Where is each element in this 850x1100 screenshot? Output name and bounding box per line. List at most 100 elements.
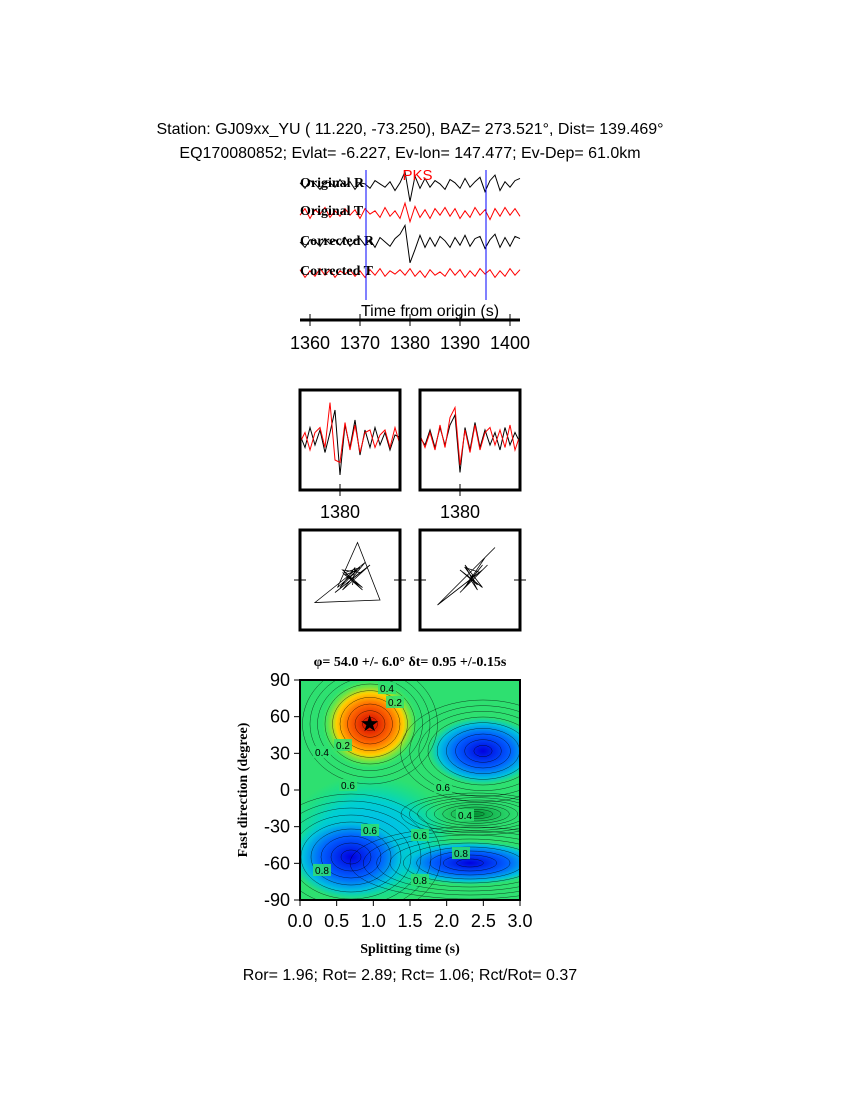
- contour-line: [418, 711, 520, 791]
- contour-line: [409, 795, 520, 833]
- y-tick-label: 0: [280, 780, 290, 800]
- map-region: [395, 841, 520, 885]
- contour-line: [473, 745, 493, 757]
- contour-line: [425, 799, 520, 829]
- contour-line: [330, 842, 372, 872]
- x-tick-label: 1.5: [397, 911, 422, 931]
- particle-motion: [437, 547, 496, 606]
- y-axis-label: Fast direction (degree): [236, 722, 251, 857]
- contour-label: 0.6: [413, 831, 427, 842]
- x-tick-label: 1.0: [361, 911, 386, 931]
- contour-line: [437, 722, 520, 780]
- trace: [299, 223, 521, 263]
- contour-line: [310, 828, 392, 886]
- contour-line: [455, 733, 511, 769]
- trace: [299, 170, 521, 202]
- contour-label-bg: [361, 824, 379, 836]
- trace: [299, 201, 521, 224]
- contour-label-bg: [411, 829, 429, 841]
- particle-motion: [313, 541, 381, 603]
- trace: [299, 267, 521, 279]
- x-tick-label: 1380: [320, 502, 360, 522]
- contour-line: [300, 793, 442, 900]
- contour-label: 0.6: [341, 781, 355, 792]
- plot-title: φ= 54.0 +/- 6.0° δt= 0.95 +/-0.15s: [314, 655, 507, 670]
- y-tick-label: 30: [270, 743, 290, 763]
- contour-label: 0.4: [458, 811, 472, 822]
- y-tick-label: 90: [270, 670, 290, 690]
- contour-line: [442, 804, 510, 824]
- contour-label: 0.8: [454, 849, 468, 860]
- contour-line: [324, 683, 416, 765]
- x-tick-label: 0.0: [287, 911, 312, 931]
- contour-line: [302, 680, 438, 785]
- contour-line: [417, 797, 520, 831]
- x-axis-label: Time from origin (s): [361, 303, 499, 320]
- contour-label: 0.6: [363, 826, 377, 837]
- contour-line: [340, 849, 362, 865]
- contour-line: [300, 800, 432, 900]
- contour-line: [332, 690, 408, 758]
- contour-label: 0.8: [315, 866, 329, 877]
- trace-label: Original R: [300, 176, 365, 191]
- map-region: [431, 800, 520, 828]
- x-tick-label: 0.5: [324, 911, 349, 931]
- trace-label: Original T: [300, 204, 364, 219]
- window-frame: [418, 388, 522, 492]
- contour-label-bg: [313, 864, 331, 876]
- contour-line: [354, 710, 386, 738]
- phase-label: PKS: [402, 167, 432, 184]
- contour-line: [339, 697, 401, 751]
- window-frame: [298, 388, 402, 492]
- contour-label: 0.6: [436, 783, 450, 794]
- x-tick-label: 2.0: [434, 911, 459, 931]
- contour-label-bg: [456, 809, 474, 821]
- contour-label-bg: [411, 874, 429, 886]
- y-tick-label: -90: [264, 890, 290, 910]
- trace-label: Corrected R: [300, 234, 375, 249]
- contour-label-bg: [378, 682, 396, 694]
- contour-line: [363, 830, 520, 896]
- contour-label-bg: [313, 746, 331, 758]
- trace-label: Corrected T: [300, 264, 374, 279]
- x-tick-label: 1400: [490, 333, 530, 353]
- contour-label-bg: [452, 847, 470, 859]
- x-tick-label: 1380: [390, 333, 430, 353]
- event-title: EQ170080852; Evlat= -6.227, Ev-lon= 147.…: [179, 145, 640, 162]
- contour-line: [389, 838, 520, 888]
- contour-line: [409, 705, 520, 797]
- window-trace: [419, 405, 521, 466]
- window-trace: [419, 413, 521, 473]
- contour-line: [347, 703, 393, 745]
- contour-label-bg: [334, 739, 352, 751]
- x-tick-label: 1370: [340, 333, 380, 353]
- contour-line: [464, 739, 502, 763]
- map-region: [300, 815, 411, 899]
- station-title: Station: GJ09xx_YU ( 11.220, -73.250), B…: [156, 121, 663, 138]
- contour-line: [300, 807, 422, 900]
- window-trace: [299, 402, 401, 464]
- contour-line: [427, 716, 520, 786]
- contour-label-bg: [434, 781, 452, 793]
- y-tick-label: -30: [264, 817, 290, 837]
- x-tick-label: 1380: [440, 502, 480, 522]
- contour-line: [450, 806, 502, 822]
- contour-line: [320, 835, 382, 879]
- contour-line: [434, 802, 518, 826]
- contour-label: 0.2: [388, 698, 402, 709]
- contour-label-bg: [339, 779, 357, 791]
- best-fit-star: [361, 715, 379, 732]
- map-region: [428, 717, 520, 785]
- contour-label: 0.2: [336, 741, 350, 752]
- contour-label-bg: [386, 696, 404, 708]
- x-axis-label: Splitting time (s): [360, 942, 460, 957]
- y-tick-label: 60: [270, 707, 290, 727]
- contour-label: 0.4: [315, 748, 329, 759]
- x-tick-label: 2.5: [471, 911, 496, 931]
- y-tick-label: -60: [264, 853, 290, 873]
- contour-line: [400, 792, 520, 836]
- x-tick-label: 3.0: [507, 911, 532, 931]
- contour-label: 0.4: [380, 684, 394, 695]
